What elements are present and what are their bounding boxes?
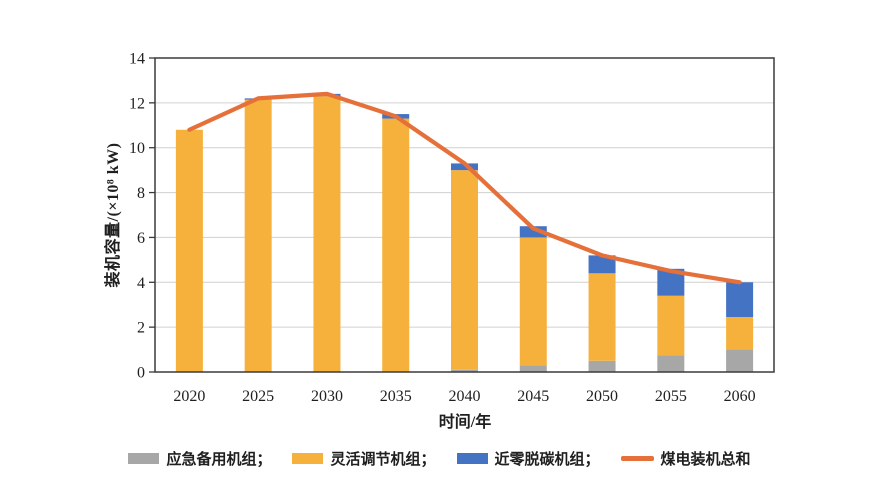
- y-tick-label: 12: [129, 95, 145, 112]
- x-axis-title: 时间/年: [438, 414, 492, 431]
- bar-segment: [382, 118, 410, 372]
- bar-segment: [519, 226, 547, 238]
- bar-segment: [588, 360, 616, 372]
- x-tick-label: 2050: [586, 388, 618, 405]
- y-axis-title: 装机容量/(×10⁸ kW): [105, 142, 122, 288]
- y-tick-label: 14: [129, 51, 145, 68]
- y-tick-label: 6: [137, 230, 145, 247]
- legend-item-flexible-regulation: 灵活调节机组；: [292, 448, 436, 469]
- x-tick-label: 2030: [311, 388, 343, 405]
- y-tick-label: 2: [137, 320, 145, 337]
- plot-border: [154, 57, 775, 373]
- coal-total-line-swatch-icon: [620, 455, 654, 461]
- bar-segment: [175, 129, 203, 372]
- legend-label-flexible-regulation: 灵活调节机组；: [330, 451, 436, 468]
- y-tick-label: 0: [137, 365, 145, 382]
- bar-segment: [519, 365, 547, 372]
- x-tick-label: 2020: [173, 388, 205, 405]
- bar-segment: [657, 355, 685, 372]
- bar-segment: [451, 170, 478, 370]
- bar-segment: [657, 295, 685, 356]
- x-tick-label: 2060: [724, 388, 756, 405]
- flexible-regulation-swatch-icon: [292, 452, 324, 464]
- bar-segment: [313, 96, 341, 372]
- x-tick-label: 2040: [449, 388, 481, 405]
- legend-item-coal-total: 煤电装机总和: [620, 448, 751, 469]
- y-tick-label: 4: [137, 275, 145, 292]
- legend-label-near-zero-carbon: 近零脱碳机组；: [494, 451, 600, 468]
- bar-segment: [726, 317, 754, 350]
- x-tick-label: 2055: [655, 388, 687, 405]
- legend-label-emergency-backup: 应急备用机组；: [166, 451, 272, 468]
- x-tick-label: 2035: [380, 388, 412, 405]
- emergency-backup-swatch-icon: [128, 452, 160, 464]
- x-tick-label: 2045: [517, 388, 549, 405]
- legend-label-coal-total: 煤电装机总和: [660, 451, 751, 468]
- y-tick-label: 8: [137, 185, 145, 202]
- near-zero-carbon-swatch-icon: [456, 452, 488, 464]
- bar-segment: [451, 163, 478, 171]
- legend-item-emergency-backup: 应急备用机组；: [128, 448, 271, 469]
- y-tick-label: 10: [129, 140, 145, 157]
- bar-segment: [244, 99, 272, 372]
- bar-segment: [451, 369, 478, 372]
- legend: 应急备用机组； 灵活调节机组； 近零脱碳机组； 煤电装机总和: [0, 446, 879, 470]
- bar-segment: [519, 237, 547, 366]
- bar-segment: [588, 273, 616, 361]
- total-line: [187, 91, 742, 285]
- bar-segment: [726, 282, 754, 318]
- capacity-chart: 0 2 4 6 8 10 12 14 2020 2025 2030 2035 2040 2045 2050 2…: [129, 51, 775, 405]
- bar-segment: [726, 349, 754, 372]
- x-tick-label: 2025: [242, 388, 274, 405]
- bar-segment: [588, 255, 616, 274]
- legend-item-near-zero-carbon: 近零脱碳机组；: [456, 448, 600, 469]
